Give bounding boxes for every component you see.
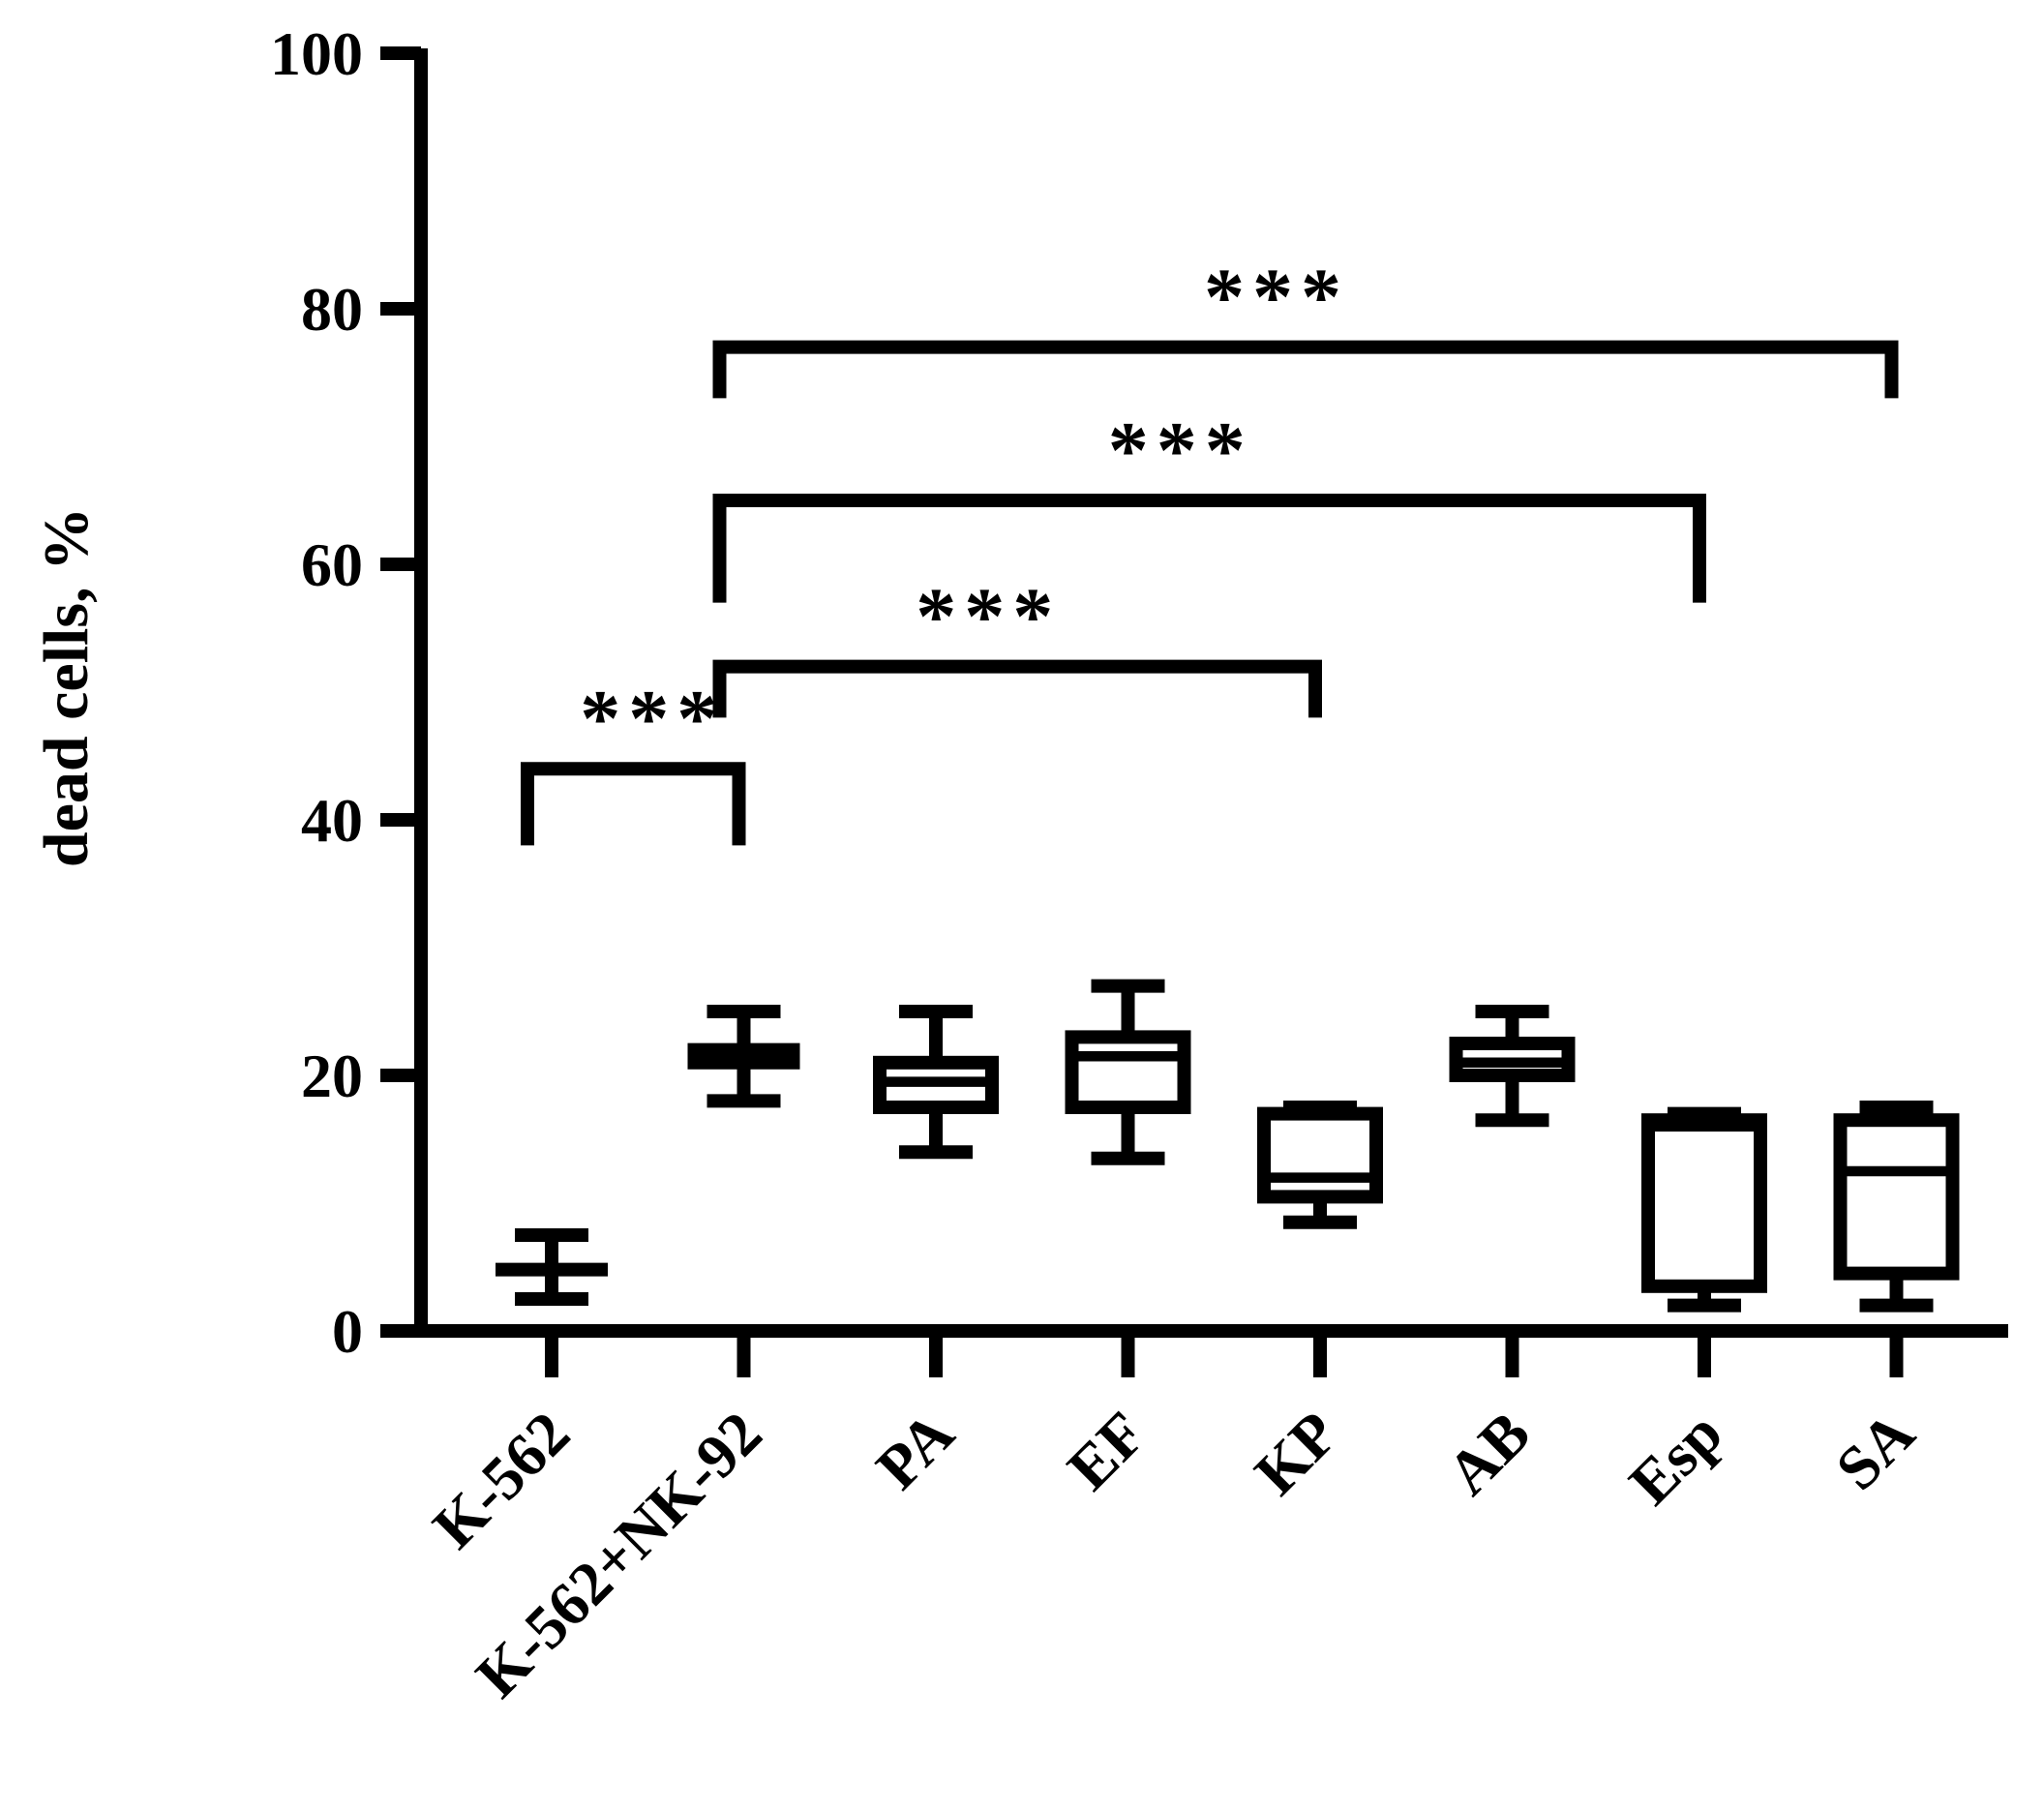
- boxes: [496, 979, 1960, 1313]
- bracket-line: [712, 340, 1899, 399]
- x-tick-label: SA: [1822, 1399, 1927, 1503]
- y-tick-label: 20: [301, 1042, 363, 1110]
- axes: [414, 48, 2008, 1338]
- box-esp: [1641, 1106, 1767, 1313]
- y-tick-label: 100: [270, 19, 363, 88]
- significance-label: ***: [916, 572, 1061, 662]
- box-body: [1257, 1106, 1383, 1204]
- x-tick-label: Esp: [1616, 1399, 1735, 1518]
- bracket-line: [712, 494, 1706, 603]
- significance-label: ***: [580, 674, 725, 764]
- y-ticks: 0 20 40 60 80 100: [270, 19, 421, 1366]
- significance-bracket: ***: [712, 572, 1322, 718]
- box-body: [1065, 1030, 1191, 1115]
- x-tick-label: K-562: [420, 1399, 583, 1561]
- box-body: [1641, 1113, 1767, 1293]
- box-ab: [1449, 1005, 1576, 1128]
- bracket-line: [521, 762, 746, 846]
- box-k-562-nk-92: [687, 1005, 800, 1108]
- x-tick-label: KP: [1242, 1399, 1351, 1508]
- significance-bracket: ***: [521, 674, 746, 846]
- y-tick-label: 0: [332, 1297, 363, 1366]
- box-body: [1833, 1113, 1960, 1281]
- y-tick-label: 60: [301, 530, 363, 599]
- y-tick-label: 80: [301, 275, 363, 344]
- box-kp: [1257, 1101, 1383, 1229]
- box-pa: [873, 1005, 999, 1160]
- box-sa: [1833, 1101, 1960, 1313]
- box-k-562: [496, 1228, 608, 1306]
- significance-label: ***: [1108, 406, 1253, 496]
- bracket-line: [712, 659, 1322, 718]
- y-tick-label: 40: [301, 786, 363, 855]
- significance-bracket: ***: [712, 253, 1899, 399]
- y-axis-title: dead cells, %: [31, 507, 102, 867]
- significance-bracket: ***: [712, 406, 1706, 603]
- x-tick-label: PA: [863, 1399, 967, 1502]
- significance-brackets: *** *** *** ***: [521, 253, 1899, 846]
- x-tick-label: EF: [1054, 1399, 1158, 1503]
- box-ef: [1065, 979, 1191, 1165]
- x-tick-label: AB: [1433, 1399, 1543, 1508]
- significance-label: ***: [1204, 253, 1349, 343]
